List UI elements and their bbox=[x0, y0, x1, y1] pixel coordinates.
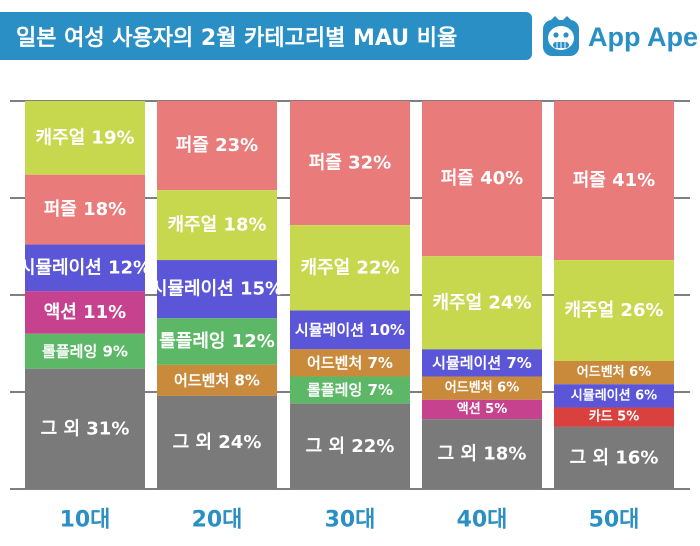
data-label: 캐주얼 22% bbox=[300, 257, 399, 278]
bar-segment bbox=[290, 101, 410, 226]
data-label: 그 외 31% bbox=[41, 418, 130, 439]
chart-title: 일본 여성 사용자의 2월 카테고리별 MAU 비율 bbox=[0, 12, 532, 60]
bar-segment bbox=[422, 419, 542, 489]
bar-segment bbox=[25, 101, 145, 175]
x-axis-label: 50대 bbox=[589, 508, 640, 533]
bar-segment bbox=[290, 376, 410, 404]
data-label: 액션 5% bbox=[457, 402, 508, 417]
bar-segment bbox=[554, 101, 674, 261]
x-axis-label: 10대 bbox=[60, 508, 111, 533]
bar-segment bbox=[25, 244, 145, 292]
bar-segment bbox=[422, 399, 542, 420]
data-label: 롤플레잉 9% bbox=[42, 342, 128, 360]
bar-segment bbox=[290, 349, 410, 377]
data-label: 시뮬레이션 10% bbox=[295, 321, 405, 339]
bar-stack-4: 퍼즐 40% 캐주얼 24% 시뮬레이션 7% 어드벤처 6% 액션 5% 그 외 18% bbox=[422, 101, 542, 489]
data-label: 그 외 24% bbox=[173, 432, 262, 453]
data-label: 시뮬레이션 7% bbox=[432, 354, 532, 372]
bar-segment bbox=[554, 360, 674, 385]
bar-segment bbox=[290, 225, 410, 311]
bar-segment bbox=[25, 291, 145, 334]
monkey-face-icon bbox=[543, 16, 579, 56]
data-label: 어드벤처 7% bbox=[307, 354, 393, 372]
bar-segment bbox=[422, 349, 542, 377]
bar-segment bbox=[25, 368, 145, 489]
bar-stack-5: 퍼즐 41% 캐주얼 26% 어드벤처 6% 시뮬레이션 6% 카드 5% 그 외 16% bbox=[554, 101, 674, 489]
bar-segment bbox=[422, 256, 542, 350]
data-label: 캐주얼 24% bbox=[432, 292, 531, 313]
data-label: 롤플레잉 7% bbox=[307, 381, 393, 399]
data-label: 카드 5% bbox=[589, 410, 640, 425]
bar-segment bbox=[554, 260, 674, 361]
bar-stack-2: 퍼즐 23% 캐주얼 18% 시뮬레이션 15% 롤플레잉 12% 어드벤처 8% 그 외… bbox=[151, 101, 283, 489]
x-axis-label: 20대 bbox=[192, 508, 243, 533]
bar-segment bbox=[290, 403, 410, 489]
data-label: 퍼즐 32% bbox=[309, 153, 391, 174]
data-label: 롤플레잉 12% bbox=[159, 331, 275, 352]
data-label: 시뮬레이션 6% bbox=[571, 387, 657, 403]
data-label: 어드벤처 6% bbox=[577, 364, 651, 380]
app-ape-logo: App Ape bbox=[542, 14, 698, 60]
data-label: 퍼즐 23% bbox=[176, 135, 258, 156]
data-label: 액션 11% bbox=[44, 302, 126, 323]
bar-stack-3: 퍼즐 32% 캐주얼 22% 시뮬레이션 10% 어드벤처 7% 롤플레잉 7% 그 외 … bbox=[290, 101, 410, 489]
data-label: 어드벤처 6% bbox=[445, 380, 519, 396]
data-label: 캐주얼 26% bbox=[564, 300, 663, 321]
bar-segment bbox=[554, 407, 674, 427]
bar-segment bbox=[554, 426, 674, 489]
data-label: 그 외 22% bbox=[306, 436, 395, 457]
data-label: 시뮬레이션 15% bbox=[151, 279, 283, 300]
bar-segment bbox=[25, 174, 145, 245]
x-axis-label: 40대 bbox=[457, 508, 508, 533]
bar-segment bbox=[157, 190, 277, 261]
bar-segment bbox=[157, 364, 277, 396]
data-label: 퍼즐 18% bbox=[44, 199, 126, 220]
data-label: 그 외 18% bbox=[438, 444, 527, 465]
bar-segment bbox=[422, 101, 542, 257]
data-label: 퍼즐 41% bbox=[573, 170, 655, 191]
bar-segment bbox=[290, 310, 410, 350]
data-label: 캐주얼 18% bbox=[167, 215, 266, 236]
bar-segment bbox=[422, 376, 542, 400]
data-label: 그 외 16% bbox=[570, 447, 659, 468]
bar-stack-1: 캐주얼 19% 퍼즐 18% 시뮬레이션 12% 액션 11% 롤플레잉 9% 그 외 3… bbox=[19, 101, 151, 489]
data-label: 시뮬레이션 12% bbox=[19, 257, 151, 278]
data-label: 퍼즐 40% bbox=[441, 168, 523, 189]
bar-segment bbox=[157, 101, 277, 191]
bar-segment bbox=[554, 384, 674, 408]
bar-segment bbox=[157, 260, 277, 319]
data-label: 캐주얼 19% bbox=[35, 127, 134, 148]
x-axis-label: 30대 bbox=[325, 508, 376, 533]
bar-segment bbox=[157, 318, 277, 365]
data-label: 어드벤처 8% bbox=[174, 371, 260, 389]
logo-text: App Ape bbox=[588, 21, 698, 52]
bar-segment bbox=[157, 395, 277, 489]
bar-segment bbox=[25, 333, 145, 369]
